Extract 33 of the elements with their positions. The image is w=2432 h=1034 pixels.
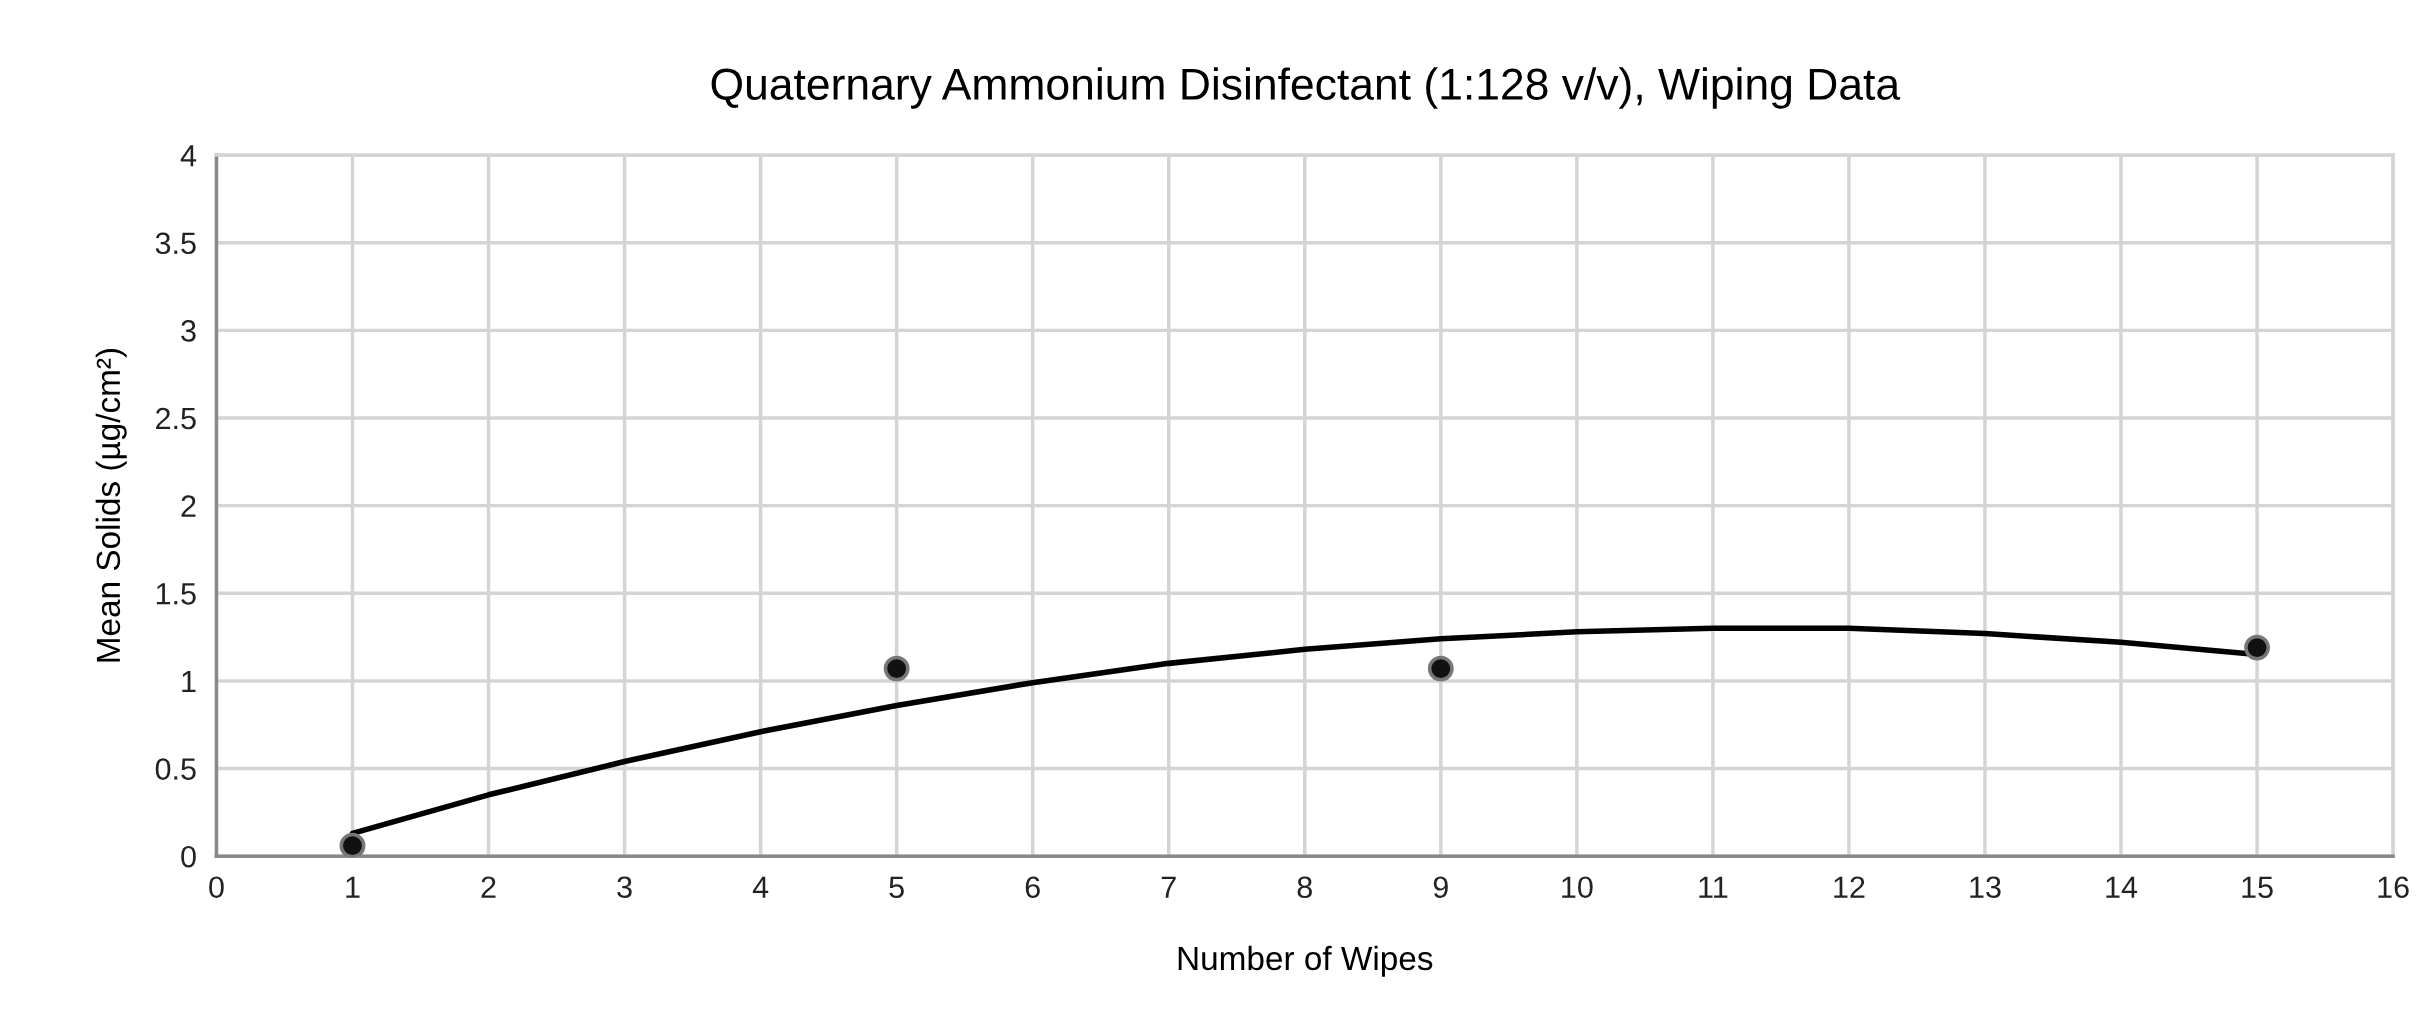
x-tick-label: 13 — [1970, 876, 2001, 899]
x-tick-label: 10 — [1562, 876, 1593, 899]
x-tick-label: 16 — [2378, 876, 2409, 899]
point — [883, 655, 910, 682]
y-tick-label: 0.5 — [155, 758, 196, 780]
x-tick-label: 11 — [1699, 876, 1728, 898]
x-tick-label: 8 — [1297, 876, 1312, 899]
y-tick-label: 2.5 — [156, 407, 196, 430]
x-tick-label: 4 — [752, 876, 769, 898]
point — [2244, 634, 2270, 661]
y-tick-label: 4 — [180, 145, 197, 167]
y-tick-label: 2 — [181, 495, 196, 517]
y-tick-label: 1.5 — [156, 583, 196, 605]
x-tick-label: 7 — [1161, 876, 1176, 898]
x-tick-label: 5 — [889, 876, 904, 899]
y-tick-label: 3.5 — [155, 232, 196, 255]
point — [339, 832, 366, 857]
y-tick-label: 0 — [181, 845, 196, 868]
x-tick-label: 0 — [209, 876, 224, 899]
x-tick-label: 3 — [617, 876, 632, 899]
chart-title: Quaternary Ammonium Disinfectant (1:128 v/v), Wiping Data — [711, 67, 1901, 109]
x-tick-label: 14 — [2106, 876, 2138, 898]
x-tick-label: 12 — [1834, 876, 1865, 898]
x-tick-label: 9 — [1433, 876, 1448, 899]
x-tick-label: 1 — [346, 876, 360, 898]
y-tick-label: 1 — [182, 670, 196, 692]
point — [1427, 655, 1454, 682]
y-axis-title: Mean Solids (µg/cm²) — [95, 348, 127, 662]
x-axis-title: Number of Wipes — [1178, 945, 1433, 977]
x-tick-label: 15 — [2242, 876, 2273, 899]
x-tick-label: 6 — [1025, 876, 1040, 899]
y-tick-label: 3 — [181, 320, 196, 342]
x-tick-label: 2 — [481, 876, 496, 898]
